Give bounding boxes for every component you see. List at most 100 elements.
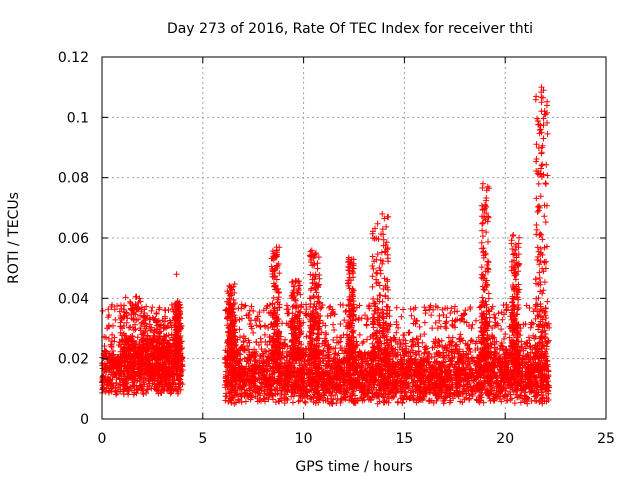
data-point — [102, 369, 109, 376]
data-point — [158, 387, 165, 394]
data-point — [117, 381, 124, 388]
data-point — [242, 302, 249, 309]
data-point — [447, 310, 454, 317]
data-point — [235, 305, 242, 312]
data-point — [109, 348, 116, 355]
data-point — [140, 379, 147, 386]
data-point — [100, 372, 107, 379]
data-point — [143, 303, 150, 310]
data-point — [473, 317, 480, 324]
data-point — [320, 397, 327, 404]
data-point — [289, 399, 296, 406]
data-point — [337, 338, 344, 345]
data-point — [429, 325, 436, 332]
data-point — [130, 382, 137, 389]
data-point — [278, 397, 285, 404]
data-point — [152, 383, 159, 390]
data-point — [165, 386, 172, 393]
data-point — [166, 385, 173, 392]
data-point — [177, 372, 184, 379]
data-point — [393, 329, 400, 336]
data-point — [123, 380, 130, 387]
data-point — [179, 363, 186, 370]
data-point — [99, 382, 106, 389]
data-point — [168, 360, 175, 367]
data-point — [174, 368, 181, 375]
data-point — [148, 370, 155, 377]
data-point — [358, 315, 365, 322]
data-point — [105, 335, 112, 342]
data-point — [127, 383, 134, 390]
data-point — [442, 323, 449, 330]
data-point — [105, 322, 112, 329]
data-point — [117, 386, 124, 393]
data-point — [281, 400, 288, 407]
data-point — [445, 334, 452, 341]
data-point — [446, 356, 453, 363]
chart-title: Day 273 of 2016, Rate Of TEC Index for r… — [167, 21, 533, 37]
data-point — [155, 306, 162, 313]
data-point — [152, 362, 159, 369]
data-point — [244, 342, 251, 349]
data-point — [337, 320, 344, 327]
data-point — [171, 370, 178, 377]
data-point — [115, 363, 122, 370]
data-point — [112, 388, 119, 395]
data-point — [143, 361, 150, 368]
data-point — [108, 303, 115, 310]
data-point — [462, 307, 469, 314]
data-point — [324, 313, 331, 320]
data-point — [139, 368, 146, 375]
data-point — [282, 336, 289, 343]
data-point — [272, 399, 279, 406]
data-point — [113, 380, 120, 387]
data-point — [171, 385, 178, 392]
data-point — [364, 316, 371, 323]
data-point — [107, 353, 114, 360]
data-point — [135, 369, 142, 376]
data-point — [177, 373, 184, 380]
data-point — [331, 326, 338, 333]
data-point — [125, 391, 132, 398]
data-point — [174, 360, 181, 367]
data-point — [288, 393, 295, 400]
data-point — [498, 398, 505, 405]
data-point — [121, 386, 128, 393]
data-point — [238, 399, 245, 406]
data-point — [250, 329, 257, 336]
data-points — [99, 84, 553, 407]
data-point — [417, 333, 424, 340]
data-point — [175, 386, 182, 393]
data-point — [400, 396, 407, 403]
data-point — [159, 367, 166, 374]
data-point — [502, 331, 509, 338]
data-point — [165, 306, 172, 313]
data-point — [145, 366, 152, 373]
data-point — [99, 360, 106, 367]
data-point — [136, 378, 143, 385]
data-point — [101, 348, 108, 355]
data-point — [160, 376, 167, 383]
data-point — [107, 364, 114, 371]
data-point — [433, 391, 440, 398]
data-point — [302, 399, 309, 406]
data-point — [507, 396, 514, 403]
data-point — [142, 374, 149, 381]
data-point — [120, 378, 127, 385]
data-point — [365, 386, 372, 393]
data-point — [137, 383, 144, 390]
data-point — [416, 323, 423, 330]
data-point — [165, 377, 172, 384]
data-point — [108, 342, 115, 349]
data-point — [456, 335, 463, 342]
data-point — [108, 371, 115, 378]
data-point — [167, 390, 174, 397]
data-point — [120, 370, 127, 377]
data-point — [390, 392, 397, 399]
data-point — [393, 304, 400, 311]
data-point — [330, 336, 337, 343]
data-point — [500, 335, 507, 342]
data-point — [409, 336, 416, 343]
data-point — [263, 348, 270, 355]
data-point — [245, 346, 252, 353]
